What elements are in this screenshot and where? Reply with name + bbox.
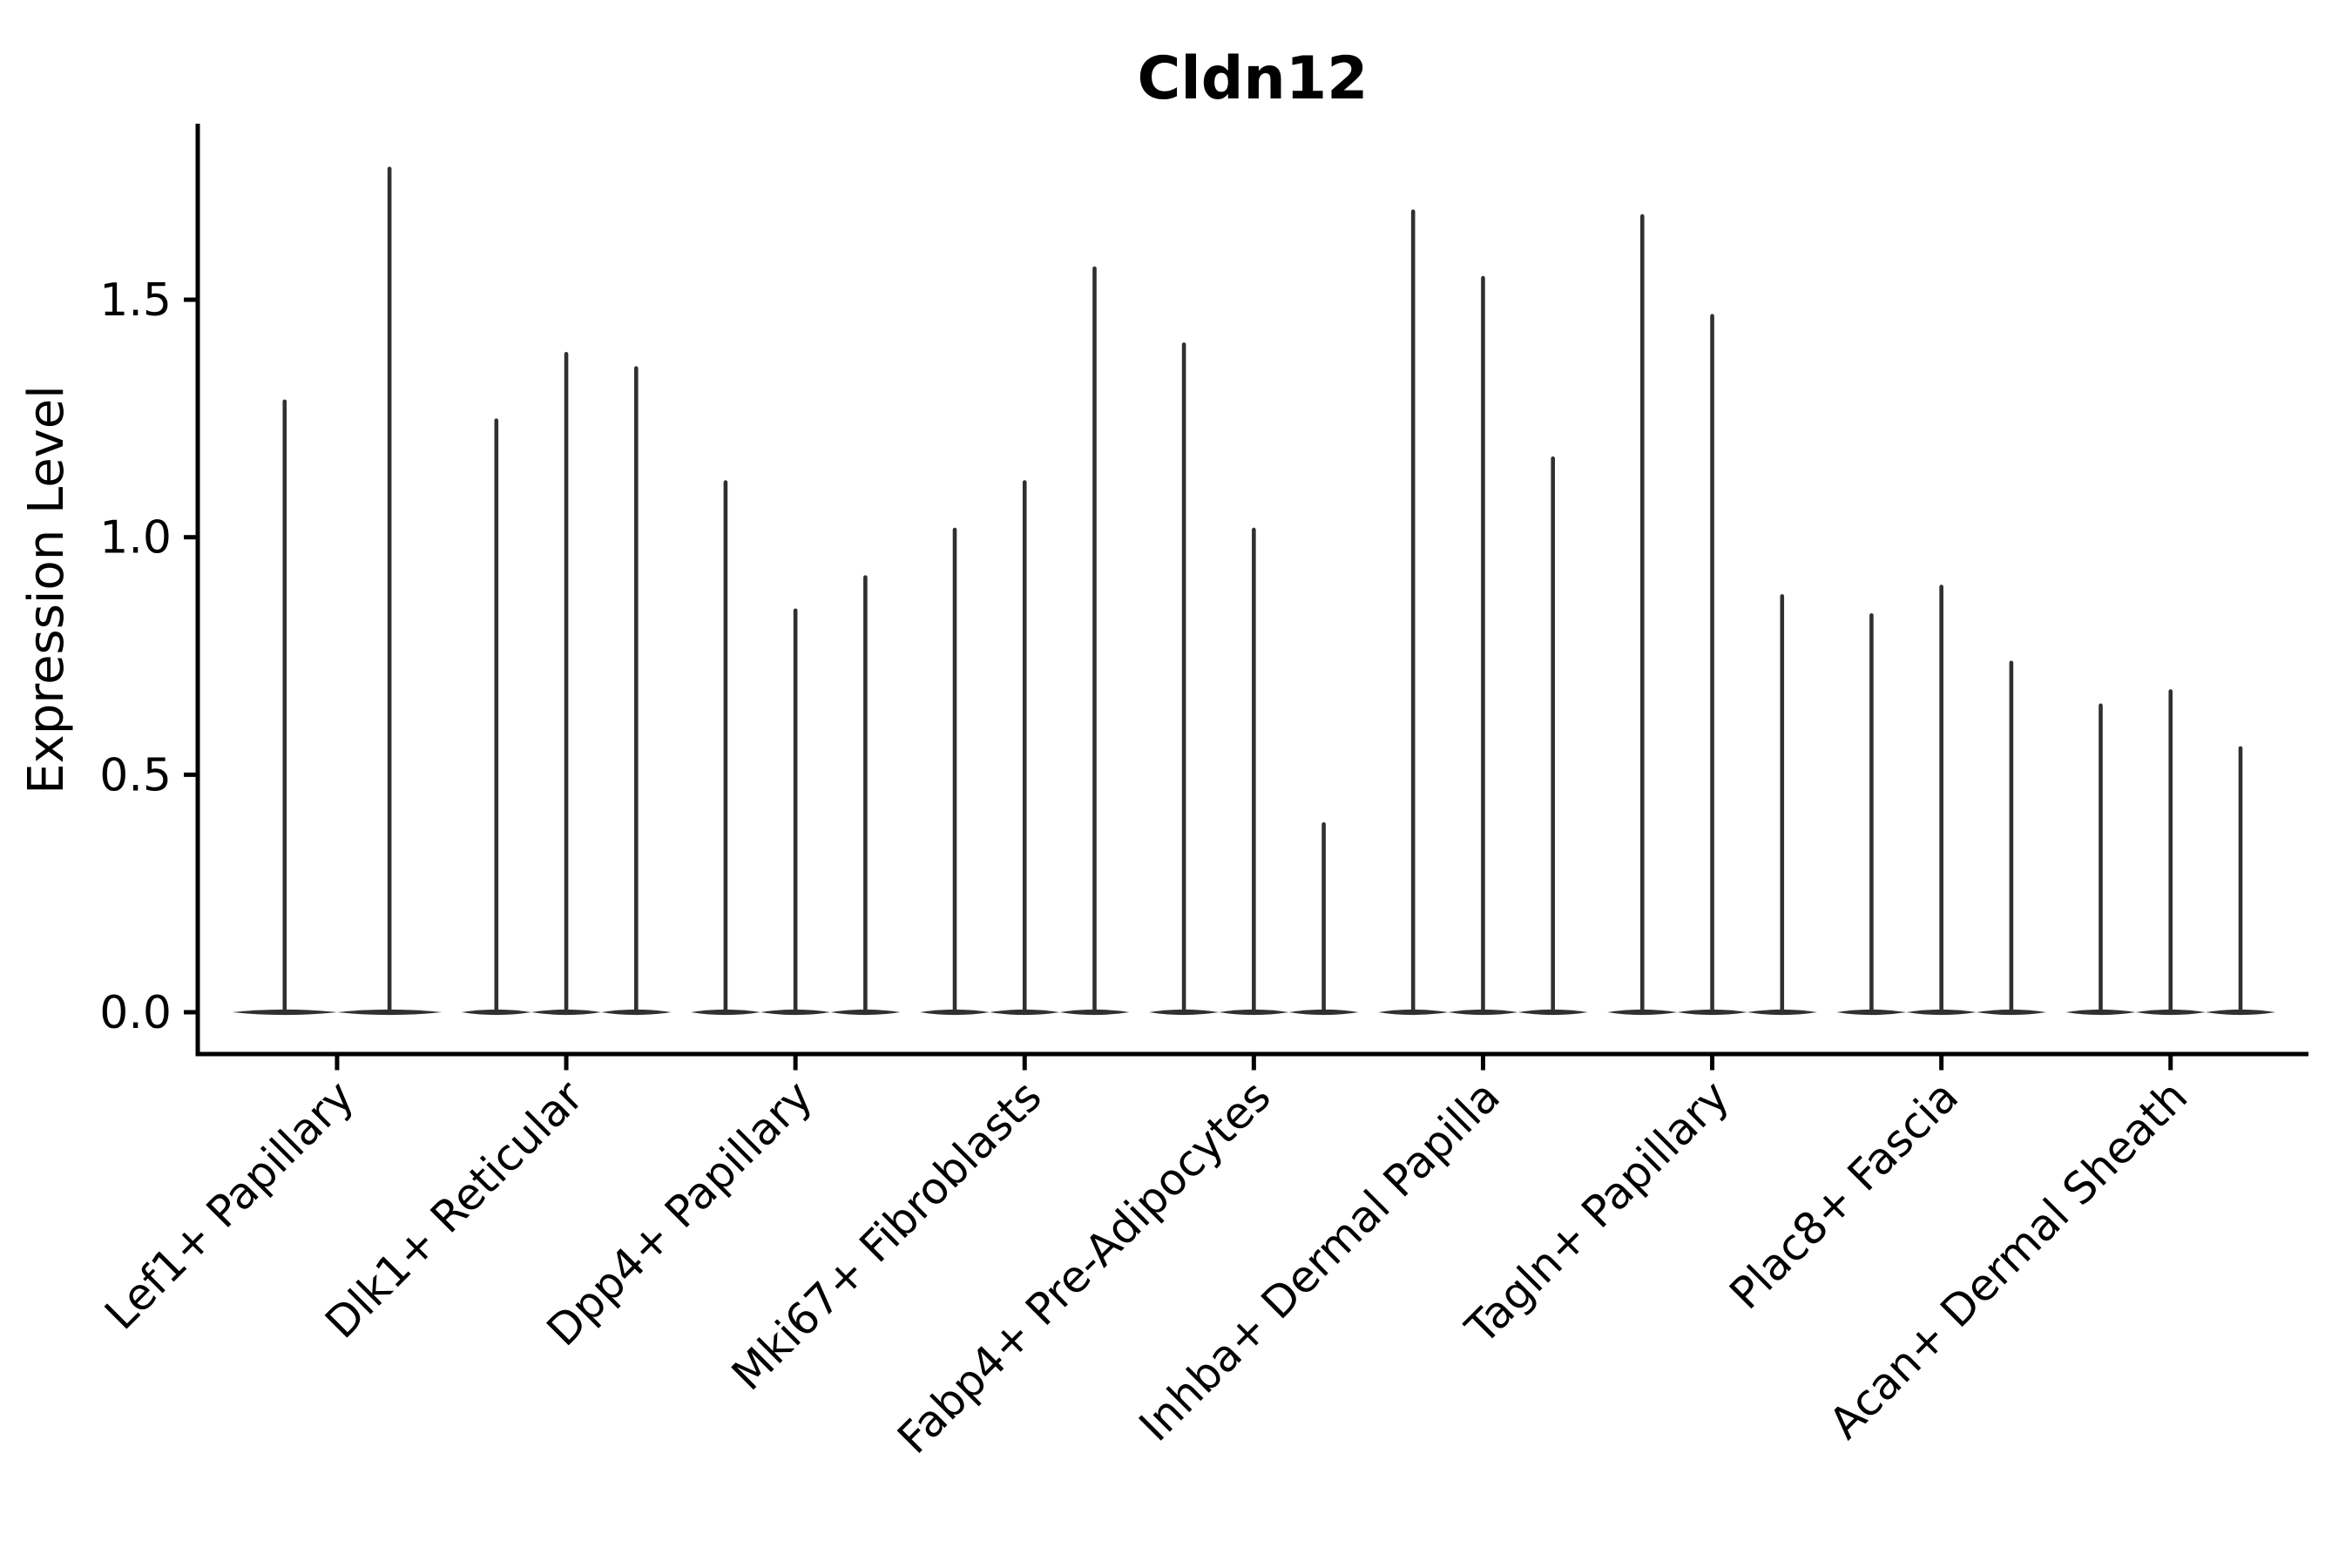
violin (1448, 275, 1518, 1016)
violin (2065, 703, 2136, 1016)
violin (1219, 527, 1289, 1016)
violin (919, 527, 990, 1016)
violin (990, 480, 1060, 1016)
violin (601, 366, 672, 1016)
x-tick-label: Plac8+ Fascia (1720, 1071, 1968, 1319)
violins-group (232, 166, 2276, 1016)
violin (1378, 209, 1449, 1016)
x-tick-label: Fabp4+ Pre-Adipocytes (888, 1071, 1281, 1463)
y-tick-label: 1.5 (99, 274, 172, 327)
violin (1517, 456, 1588, 1016)
y-axis-label: Expression Level (18, 385, 75, 794)
chart-title: Cldn12 (1138, 44, 1369, 113)
violin (1836, 612, 1907, 1016)
violin (1906, 585, 1977, 1016)
violin (1148, 342, 1220, 1016)
violin (232, 399, 337, 1016)
violin (1059, 266, 1130, 1016)
axes-group: 0.0 0.5 1.0 1.5 (99, 124, 2308, 1071)
violin (531, 352, 602, 1016)
y-tick-label: 0.5 (99, 749, 172, 801)
violin (2205, 746, 2276, 1016)
violin (1976, 660, 2047, 1016)
x-tick-label: Lef1+ Papillary (95, 1071, 363, 1339)
violin (336, 166, 443, 1016)
violin (830, 575, 901, 1016)
violin (1607, 213, 1678, 1016)
violin (2135, 689, 2206, 1016)
violin (760, 608, 831, 1016)
violin (1747, 594, 1817, 1016)
y-tick-label: 0.0 (99, 987, 172, 1039)
violin (1288, 821, 1359, 1016)
y-tick-label: 1.0 (99, 512, 172, 564)
violin (1677, 314, 1747, 1016)
violin (461, 418, 531, 1016)
violin (690, 480, 761, 1016)
